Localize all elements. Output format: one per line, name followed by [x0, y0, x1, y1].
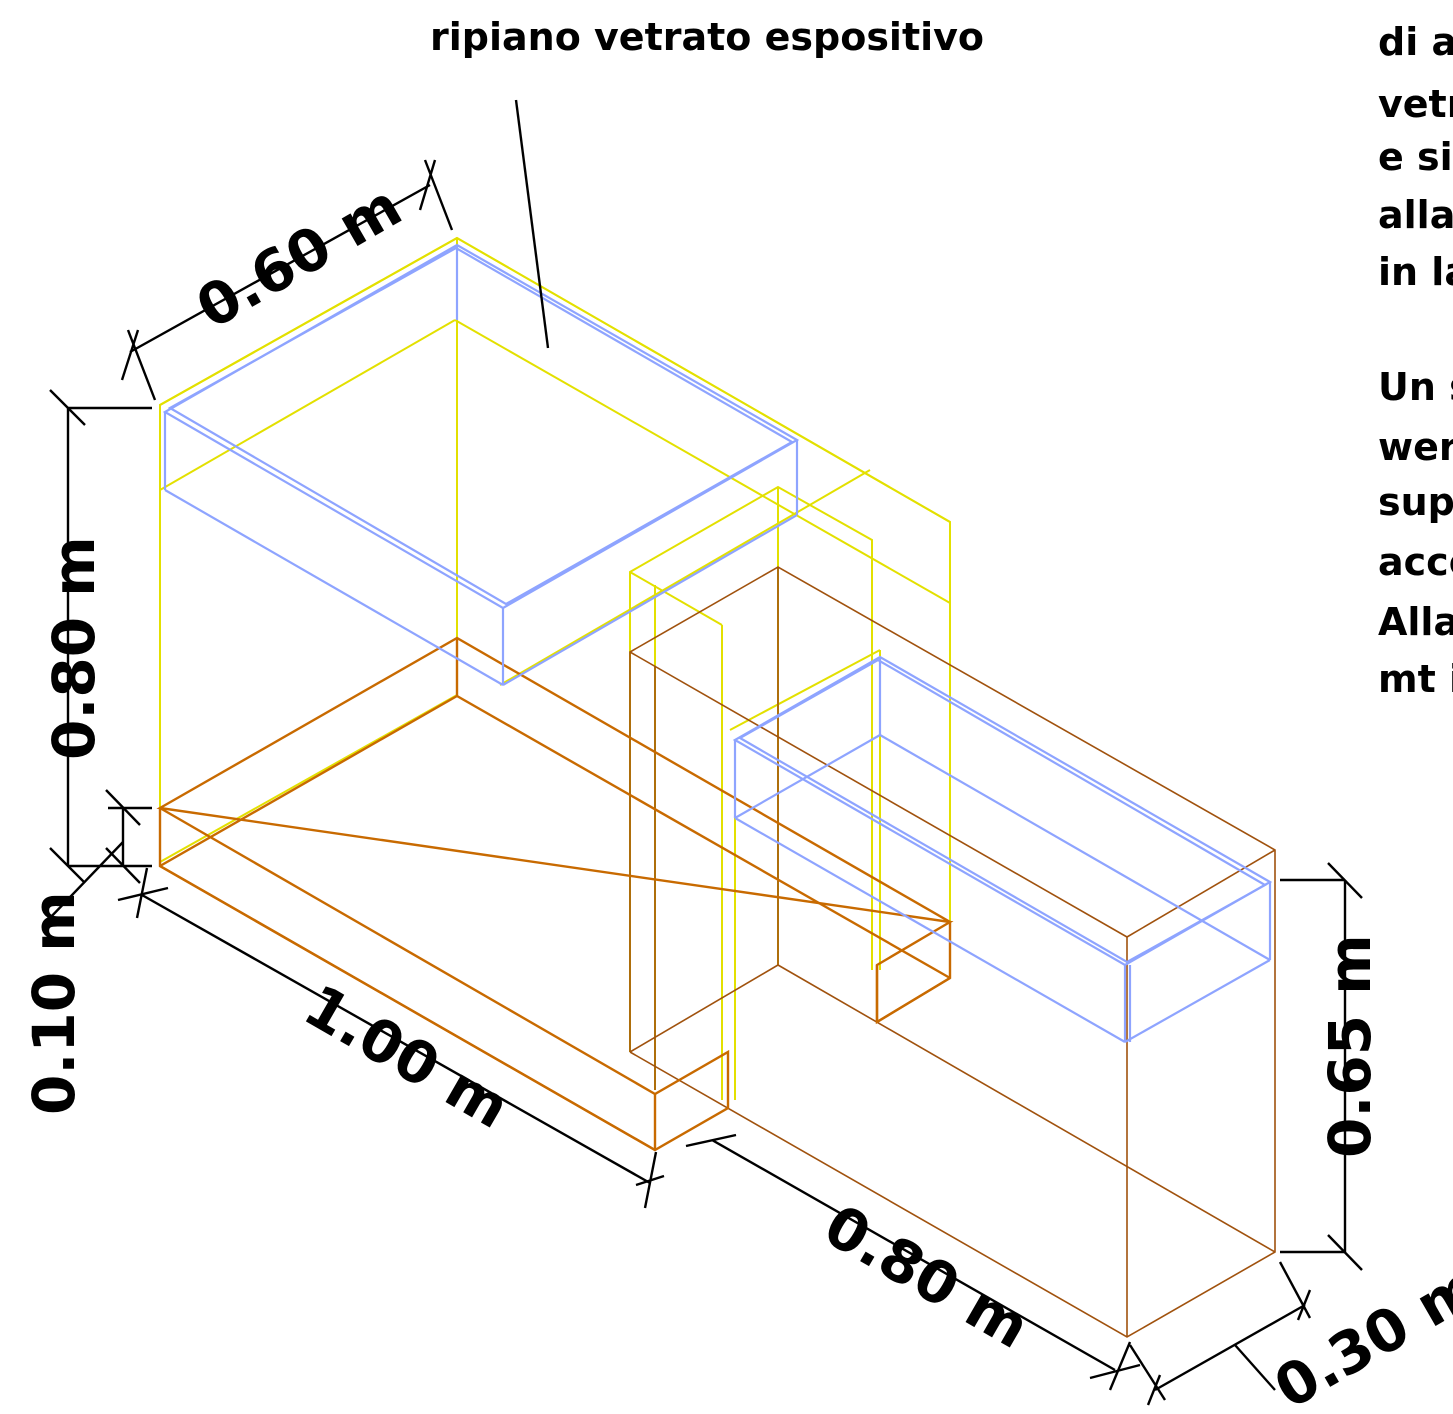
dim-top-depth: 0.60 m — [185, 171, 413, 342]
dim-right-depth: 0.30 m — [1263, 1251, 1453, 1414]
glass-shelf-lower — [732, 655, 1273, 1043]
bounding-box-lines — [159, 236, 951, 1100]
side-text-line: acce — [1378, 540, 1453, 584]
side-text-line: e sis — [1378, 135, 1453, 179]
dimension-lines — [47, 99, 1363, 1406]
lower-unit-outline — [629, 566, 1276, 1338]
dim-right-height: 0.65 m — [1316, 934, 1384, 1158]
dim-left-height: 0.80 m — [40, 536, 108, 760]
side-text-line: alla — [1378, 193, 1453, 237]
side-text-line: Un s — [1378, 365, 1453, 409]
dim-lower-length: 0.80 m — [813, 1191, 1041, 1362]
side-text-line: vetr — [1378, 82, 1453, 126]
glass-shelf-upper — [162, 243, 800, 686]
side-text-line: wer — [1378, 425, 1453, 469]
side-text-line: mt i — [1378, 657, 1453, 701]
base-plinth — [156, 636, 954, 1152]
dim-base-height: 0.10 m — [20, 891, 88, 1115]
callout-label: ripiano vetrato espositivo — [430, 15, 984, 59]
side-text-line: in la — [1378, 250, 1453, 294]
side-text-line: di a — [1378, 20, 1453, 64]
side-text-line: supe — [1378, 480, 1453, 524]
side-text-line: Alla — [1378, 600, 1453, 644]
side-text-block: di a vetr e sis alla in la Un s wer supe… — [1378, 20, 1453, 701]
